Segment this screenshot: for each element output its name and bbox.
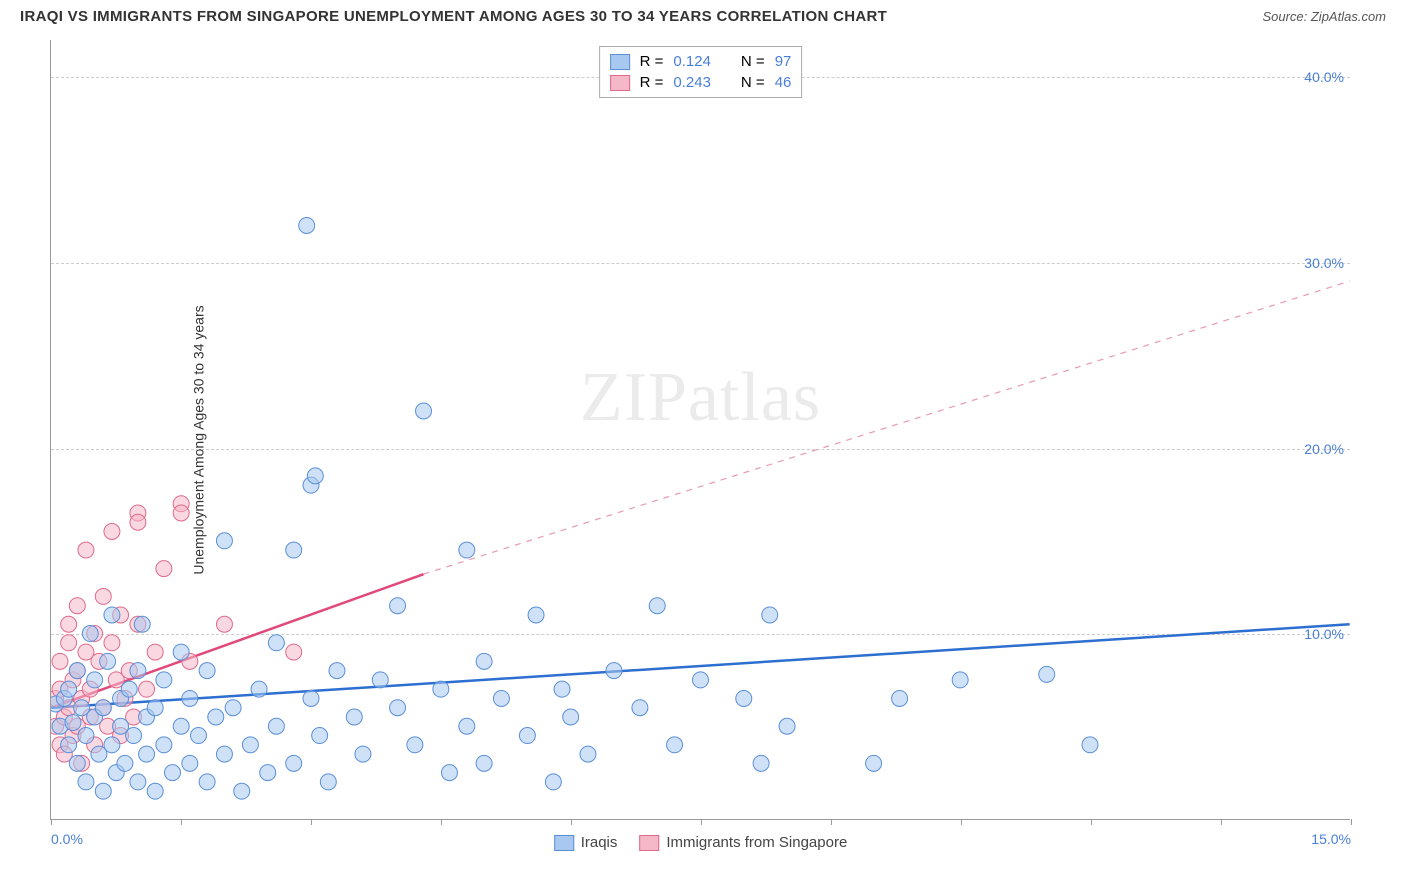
x-tick — [701, 819, 702, 825]
r-label: R = — [640, 53, 664, 70]
legend-row-iraqis: R = 0.124 N = 97 — [610, 51, 792, 72]
chart-header: IRAQI VS IMMIGRANTS FROM SINGAPORE UNEMP… — [0, 0, 1406, 29]
n-label: N = — [741, 74, 765, 91]
legend-row-singapore: R = 0.243 N = 46 — [610, 72, 792, 93]
x-tick — [51, 819, 52, 825]
legend-item-iraqis: Iraqis — [554, 834, 618, 851]
r-value-singapore: 0.243 — [673, 74, 711, 91]
r-value-iraqis: 0.124 — [673, 53, 711, 70]
chart-source: Source: ZipAtlas.com — [1262, 9, 1386, 24]
legend-label-singapore: Immigrants from Singapore — [666, 834, 847, 851]
chart-title: IRAQI VS IMMIGRANTS FROM SINGAPORE UNEMP… — [20, 8, 887, 25]
y-tick-label: 30.0% — [1304, 255, 1344, 271]
series-legend: Iraqis Immigrants from Singapore — [554, 834, 848, 851]
legend-item-singapore: Immigrants from Singapore — [639, 834, 847, 851]
x-tick — [441, 819, 442, 825]
gridline — [51, 263, 1350, 264]
n-value-iraqis: 97 — [775, 53, 792, 70]
correlation-legend: R = 0.124 N = 97 R = 0.243 N = 46 — [599, 46, 803, 98]
swatch-singapore-icon — [639, 835, 659, 851]
x-tick — [1221, 819, 1222, 825]
r-label: R = — [640, 74, 664, 91]
gridline — [51, 634, 1350, 635]
x-tick-label: 0.0% — [51, 831, 83, 847]
x-tick — [311, 819, 312, 825]
n-label: N = — [741, 53, 765, 70]
swatch-iraqis — [610, 54, 630, 70]
chart-area: Unemployment Among Ages 30 to 34 years R… — [50, 40, 1390, 840]
watermark: ZIPatlas — [580, 358, 821, 438]
swatch-iraqis-icon — [554, 835, 574, 851]
watermark-atlas: atlas — [688, 359, 821, 436]
x-tick — [831, 819, 832, 825]
n-value-singapore: 46 — [775, 74, 792, 91]
x-tick-label: 15.0% — [1311, 831, 1351, 847]
plot-svg — [51, 40, 1350, 819]
x-tick — [961, 819, 962, 825]
x-tick — [181, 819, 182, 825]
x-tick — [1091, 819, 1092, 825]
x-tick — [1351, 819, 1352, 825]
y-tick-label: 40.0% — [1304, 69, 1344, 85]
y-tick-label: 10.0% — [1304, 626, 1344, 642]
x-tick — [571, 819, 572, 825]
legend-label-iraqis: Iraqis — [581, 834, 618, 851]
watermark-zip: ZIP — [580, 359, 688, 436]
y-tick-label: 20.0% — [1304, 441, 1344, 457]
gridline — [51, 449, 1350, 450]
swatch-singapore — [610, 75, 630, 91]
plot-region: R = 0.124 N = 97 R = 0.243 N = 46 ZIPatl… — [50, 40, 1350, 820]
